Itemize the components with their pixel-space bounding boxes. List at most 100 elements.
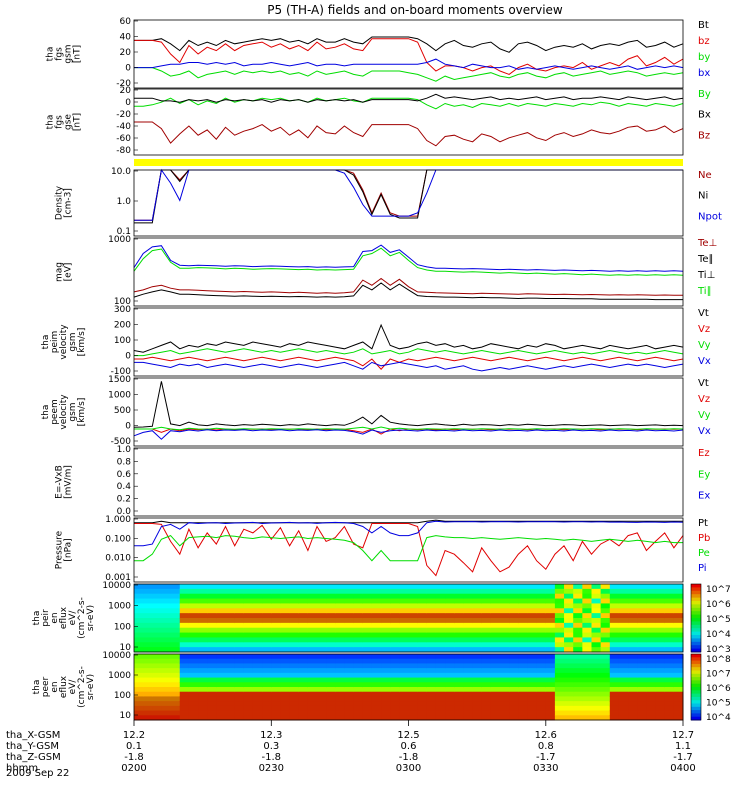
- heatmap-cell: [435, 682, 446, 688]
- heatmap-cell: [445, 663, 455, 669]
- heatmap-cell: [445, 637, 455, 643]
- heatmap-cell: [152, 658, 162, 664]
- x-row-value: -1.7: [536, 752, 556, 763]
- heatmap-cell: [362, 715, 373, 721]
- heatmap-cell: [554, 682, 565, 688]
- heatmap-cell: [554, 627, 565, 634]
- panel-frame: [133, 19, 684, 89]
- heatmap-cell: [335, 593, 345, 600]
- colorbar-label: 10^7: [706, 585, 731, 595]
- heatmap-cell: [435, 691, 446, 697]
- heatmap-cell: [481, 627, 492, 634]
- heatmap-cell: [600, 668, 611, 674]
- heatmap-cell: [271, 613, 281, 619]
- heatmap-cell: [518, 632, 528, 638]
- x-row-value: 0.8: [538, 741, 554, 752]
- heatmap-cell: [381, 603, 391, 609]
- heatmap-cell: [298, 622, 309, 629]
- heatmap-cell: [445, 677, 455, 683]
- panel-frame: [133, 377, 684, 447]
- y-axis-label: [km/s]: [77, 328, 87, 357]
- y-axis-label: [nT]: [73, 113, 83, 131]
- heatmap-cell: [536, 687, 547, 693]
- heatmap-cell: [188, 715, 199, 721]
- heatmap-cell: [381, 588, 391, 595]
- heatmap-cell: [179, 608, 190, 614]
- heatmap-cell: [317, 603, 327, 609]
- y-tick-label: 100: [114, 691, 131, 701]
- heatmap-cell: [381, 682, 391, 688]
- heatmap-cell: [262, 608, 272, 614]
- heatmap-cell: [179, 691, 190, 697]
- heatmap-cell: [545, 687, 556, 693]
- heatmap-cell: [188, 627, 199, 634]
- heatmap-cell: [481, 687, 492, 693]
- heatmap-cell: [362, 637, 373, 643]
- colorbar-label: 10^4: [706, 630, 731, 640]
- heatmap-cell: [362, 593, 373, 600]
- heatmap-cell: [298, 696, 309, 702]
- heatmap-cell: [500, 598, 510, 604]
- heatmap-cell: [600, 632, 611, 638]
- x-row-value: 0.3: [263, 741, 279, 752]
- heatmap-cell: [225, 618, 236, 624]
- series-line-bx: [134, 58, 684, 70]
- heatmap-cell: [518, 710, 528, 716]
- heatmap-cell: [262, 637, 272, 643]
- heatmap-cell: [518, 608, 528, 614]
- heatmap-cell: [673, 588, 684, 595]
- heatmap-cell: [673, 584, 684, 590]
- heatmap-cell: [271, 642, 281, 648]
- heatmap-cell: [353, 593, 364, 600]
- heatmap-cell: [307, 637, 318, 643]
- heatmap-cell: [371, 598, 382, 604]
- heatmap-cell: [179, 658, 190, 664]
- heatmap-cell: [225, 710, 236, 716]
- heatmap-cell: [472, 593, 483, 600]
- colorbar-cell: [691, 696, 701, 701]
- heatmap-cell: [591, 691, 602, 697]
- heatmap-cell: [252, 677, 263, 683]
- heatmap-cell: [628, 710, 638, 716]
- heatmap-cell: [609, 710, 620, 716]
- heatmap-cell: [600, 588, 611, 595]
- heatmap-cell: [591, 608, 602, 614]
- heatmap-cell: [426, 613, 437, 619]
- heatmap-cell: [500, 588, 510, 595]
- heatmap-cell: [490, 658, 501, 664]
- heatmap-cell: [426, 637, 437, 643]
- heatmap-cell: [454, 627, 464, 634]
- colorbar-cell: [691, 706, 701, 711]
- heatmap-cell: [399, 637, 409, 643]
- heatmap-cell: [326, 691, 336, 697]
- heatmap-cell: [454, 696, 464, 702]
- y-axis-label: eflux: [59, 606, 69, 629]
- heatmap-cell: [481, 588, 492, 595]
- heatmap-cell: [280, 588, 291, 595]
- heatmap-cell: [600, 682, 611, 688]
- heatmap-cell: [481, 663, 492, 669]
- heatmap-cell: [134, 647, 144, 653]
- heatmap-cell: [344, 696, 355, 702]
- heatmap-cell: [326, 677, 336, 683]
- heatmap-cell: [216, 598, 226, 604]
- heatmap-cell: [362, 627, 373, 634]
- heatmap-cell: [298, 701, 309, 707]
- heatmap-cell: [426, 593, 437, 600]
- colorbar-cell: [691, 590, 701, 595]
- heatmap-cell: [646, 663, 657, 669]
- heatmap-cell: [536, 677, 547, 683]
- heatmap-cell: [161, 637, 172, 643]
- series-line-bx: [134, 93, 684, 103]
- heatmap-cell: [307, 658, 318, 664]
- heatmap-cell: [426, 710, 437, 716]
- legend-item: Bt: [698, 20, 709, 31]
- heatmap-cell: [408, 598, 419, 604]
- heatmap-cell: [518, 647, 528, 653]
- heatmap-cell: [362, 672, 373, 679]
- heatmap-cell: [262, 622, 272, 629]
- heatmap-cell: [161, 682, 172, 688]
- heatmap-cell: [188, 593, 199, 600]
- heatmap-cell: [564, 672, 574, 679]
